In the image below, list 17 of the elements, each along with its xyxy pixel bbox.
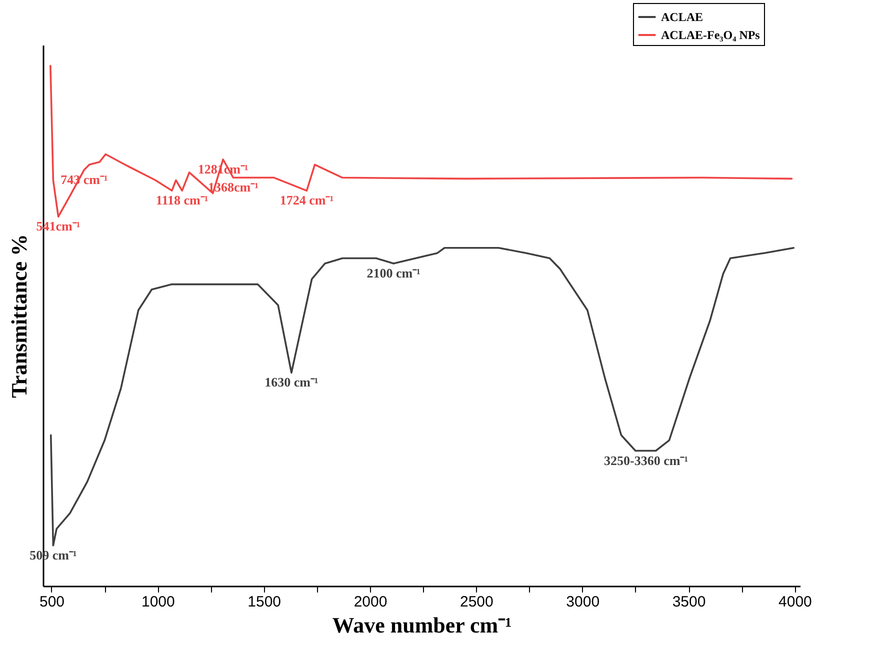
- x-tick-label: 500: [39, 594, 65, 610]
- annotation: 1118 cm⁻¹: [156, 192, 208, 208]
- x-tick-label: 3000: [566, 594, 600, 610]
- x-tick-label: 1000: [141, 594, 175, 610]
- y-axis-title: Transmittance %: [6, 234, 32, 398]
- annotation: 3250-3360 cm⁻¹: [604, 452, 688, 468]
- x-tick-label: 3500: [672, 594, 706, 610]
- x-tick-label: 1500: [248, 594, 282, 610]
- x-tick-label: 2500: [460, 594, 494, 610]
- legend-label: ACLAE: [661, 10, 704, 24]
- x-tick-label: 4000: [778, 594, 812, 610]
- x-axis-title: Wave number cm⁻¹: [332, 612, 512, 638]
- annotation: 2100 cm⁻¹: [366, 265, 421, 280]
- legend-label: ACLAE-Fe₃O₄ NPs: [661, 28, 760, 42]
- x-tick-label: 2000: [354, 594, 388, 610]
- annotation: 1630 cm⁻¹: [264, 374, 318, 390]
- annotation: 1724 cm⁻¹: [280, 192, 334, 208]
